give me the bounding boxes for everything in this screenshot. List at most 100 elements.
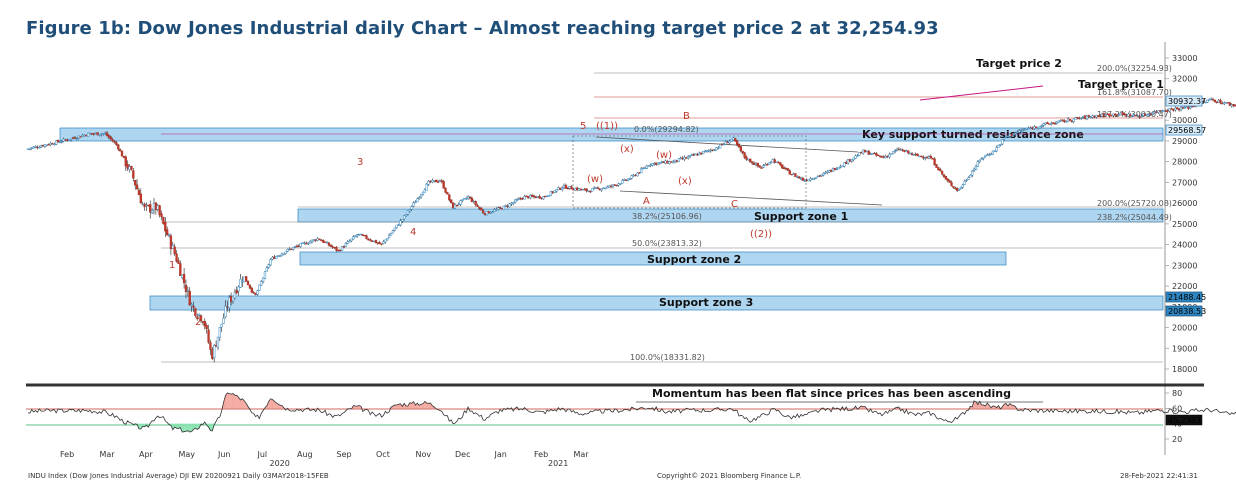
candle-body	[854, 155, 857, 159]
candle-body	[527, 196, 530, 199]
candle-body	[293, 246, 297, 248]
candle-body	[369, 239, 372, 241]
candle-body	[594, 187, 598, 189]
fib-label-161: 161.8%(31087.70)	[1097, 88, 1172, 97]
candle-body	[813, 178, 816, 180]
candle-body	[256, 290, 259, 295]
price-tag-29568: 29568.57	[1168, 126, 1206, 135]
candle-body	[969, 174, 972, 178]
candle-body	[1033, 126, 1036, 129]
candle-body	[1159, 110, 1162, 112]
candle-body	[201, 321, 205, 323]
candle-body	[908, 152, 912, 155]
momentum-overbought-fill	[227, 393, 230, 409]
candle-body	[425, 183, 428, 191]
momentum-overbought-fill	[398, 403, 401, 409]
wave-label-2-major: ((2))	[750, 229, 772, 240]
candle-body	[26, 148, 30, 150]
candle-body	[820, 174, 823, 177]
candle-body	[273, 256, 276, 259]
momentum-oversold-fill	[142, 423, 145, 427]
candle-body	[1065, 120, 1068, 123]
candle-body	[984, 154, 987, 157]
candle-body	[1087, 115, 1090, 117]
candle-body	[248, 284, 252, 289]
candle-body	[203, 320, 206, 327]
candle-body	[762, 165, 765, 168]
candle-body	[1114, 113, 1117, 116]
candle-body	[408, 209, 411, 212]
candle-body	[991, 150, 995, 155]
candle-body	[545, 195, 549, 198]
momentum-line	[27, 392, 1236, 433]
candle-body	[1055, 121, 1059, 124]
price-tag-21488: 21488.45	[1168, 293, 1206, 302]
candle-body	[1021, 129, 1025, 132]
x-tick-label: Apr	[139, 450, 154, 459]
candle-body	[1080, 117, 1083, 120]
candle-body	[70, 137, 73, 140]
candle-body	[564, 184, 568, 189]
candle-body	[152, 202, 156, 211]
candle-body	[250, 287, 253, 293]
candle-body	[382, 241, 385, 244]
momentum-overbought-fill	[417, 403, 420, 409]
candle-body	[784, 167, 788, 170]
candle-body	[933, 158, 936, 166]
candle-body	[446, 192, 449, 195]
candle-body	[156, 205, 159, 210]
candle-body	[946, 178, 949, 182]
candle-body	[1023, 129, 1027, 131]
y-tick-label: 28000	[1172, 158, 1197, 167]
candle-body	[513, 199, 517, 203]
wave-label-5: 5	[580, 121, 586, 132]
candle-body	[36, 146, 39, 149]
candle-body	[878, 155, 882, 157]
x-tick-label: Feb	[534, 450, 548, 459]
candle-body	[717, 147, 720, 149]
x-year-label: 2020	[270, 459, 290, 468]
candle-body	[794, 173, 797, 177]
candle-body	[963, 180, 966, 185]
candle-body	[530, 195, 534, 197]
candle-body	[1091, 115, 1094, 118]
candle-body	[722, 143, 726, 146]
wave-label-x1: (x)	[620, 144, 634, 155]
candle-body	[799, 177, 803, 180]
candle-body	[1104, 114, 1107, 117]
candle-body	[692, 154, 695, 156]
candle-body	[801, 177, 805, 181]
candle-body	[267, 264, 270, 268]
x-tick-label: Jan	[494, 450, 507, 459]
candle-body	[75, 138, 79, 140]
candle-body	[775, 161, 778, 163]
candle-body	[1168, 108, 1171, 112]
candle-body	[64, 139, 67, 141]
candle-body	[380, 243, 383, 245]
candle-body	[292, 247, 295, 250]
candle-body	[141, 203, 144, 206]
candle-body	[421, 191, 425, 195]
candle-body	[679, 157, 682, 160]
candle-body	[295, 245, 299, 248]
candle-body	[487, 211, 490, 214]
candle-body	[1181, 107, 1185, 109]
candle-body	[440, 180, 443, 182]
trendline-lower	[619, 190, 883, 206]
candle-body	[974, 166, 978, 170]
candle-body	[877, 154, 880, 156]
candle-body	[1127, 113, 1130, 117]
candle-body	[907, 150, 910, 154]
y-tick-label: 25000	[1172, 220, 1197, 229]
candle-body	[623, 179, 626, 181]
candle-body	[927, 156, 931, 159]
candle-body	[314, 239, 317, 241]
momentum-overbought-fill	[240, 398, 243, 409]
candle-body	[245, 276, 248, 282]
momentum-overbought-fill	[231, 393, 233, 409]
momentum-overbought-fill	[280, 405, 282, 409]
candle-body	[73, 137, 77, 139]
candle-body	[1014, 132, 1017, 135]
candle-body	[890, 153, 893, 155]
